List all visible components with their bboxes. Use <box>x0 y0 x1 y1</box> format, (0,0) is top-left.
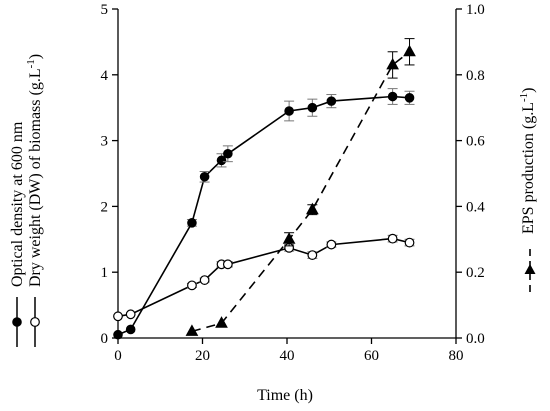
series-1 <box>113 88 415 340</box>
data-point <box>222 259 233 270</box>
x-axis-label: Time (h) <box>257 387 313 404</box>
data-point <box>216 155 227 166</box>
x-tick-label: 40 <box>280 348 295 364</box>
left-y-axis-label-dw-main: Dry weight (DW) of biomass (g.L <box>27 68 44 287</box>
right-y-tick-label: 0.2 <box>466 265 485 281</box>
chart-series <box>113 38 416 340</box>
data-point <box>125 324 136 335</box>
data-point <box>387 233 398 244</box>
left-y-tick-label: 2 <box>101 199 109 215</box>
right-y-tick-label: 0.8 <box>466 68 485 84</box>
data-point <box>199 275 210 285</box>
data-point <box>223 148 233 159</box>
data-point <box>306 202 319 215</box>
x-tick-label: 0 <box>114 348 122 364</box>
data-point <box>403 44 416 57</box>
data-point <box>215 316 228 328</box>
left-y-tick-label: 0 <box>101 331 109 347</box>
data-point <box>307 250 318 260</box>
right-y-axis-label-main: EPS production (g.L <box>520 102 537 234</box>
data-point <box>125 309 136 320</box>
right-y-tick-label: 0.4 <box>466 199 485 215</box>
data-point <box>326 96 337 106</box>
left-y-axis-label-od: Optical density at 600 nm <box>9 121 26 287</box>
right-y-axis-label: EPS production (g.L-1) <box>518 88 537 235</box>
data-point <box>326 239 337 250</box>
right-axis-legend: EPS production (g.L-1) <box>518 88 537 292</box>
right-y-tick-label: 1.0 <box>466 2 485 18</box>
left-y-axis-label-dw-close: ) <box>27 54 44 59</box>
data-point <box>199 171 210 182</box>
left-y-axis-label-dw: Dry weight (DW) of biomass (g.L-1) <box>25 54 44 287</box>
legend-open-marker <box>30 317 40 327</box>
data-point <box>187 218 197 228</box>
series-2 <box>113 233 415 322</box>
left-axis-legend: Optical density at 600 nm Dry weight (DW)… <box>9 54 44 347</box>
left-y-tick-label: 1 <box>101 265 109 281</box>
data-point <box>404 237 415 248</box>
right-y-axis-label-superscript: -1 <box>518 93 530 102</box>
data-point <box>187 280 197 291</box>
data-point <box>387 91 398 102</box>
right-y-tick-label: 0.6 <box>466 134 485 150</box>
legend-filled-marker <box>12 317 22 327</box>
data-point <box>113 329 123 340</box>
chart-axes: 0 20 40 60 80 0 1 2 3 4 5 0.0 0.2 0.4 0.6 0.8 1.0 <box>101 2 486 364</box>
left-y-tick-label: 5 <box>101 2 109 18</box>
left-y-axis-label-dw-superscript: -1 <box>25 59 37 68</box>
data-point <box>185 324 199 336</box>
chart-labels: Time (h) Optical density at 600 nm Dry we… <box>9 54 537 404</box>
data-point <box>284 106 294 116</box>
left-y-tick-label: 3 <box>101 134 109 150</box>
x-tick-label: 60 <box>364 348 379 364</box>
data-point <box>282 232 296 244</box>
x-tick-label: 80 <box>449 348 464 364</box>
right-y-tick-label: 0.0 <box>466 331 485 347</box>
data-point <box>404 93 415 103</box>
data-point <box>113 311 123 322</box>
series-3-line <box>191 51 410 333</box>
x-tick-label: 20 <box>195 348 210 364</box>
data-point <box>386 57 399 70</box>
right-y-axis-label-close: ) <box>520 88 537 93</box>
legend-triangle-marker <box>524 264 536 274</box>
data-point <box>307 102 318 113</box>
series-2-line <box>117 237 410 318</box>
series-3 <box>185 38 416 336</box>
left-y-tick-label: 4 <box>101 68 109 84</box>
